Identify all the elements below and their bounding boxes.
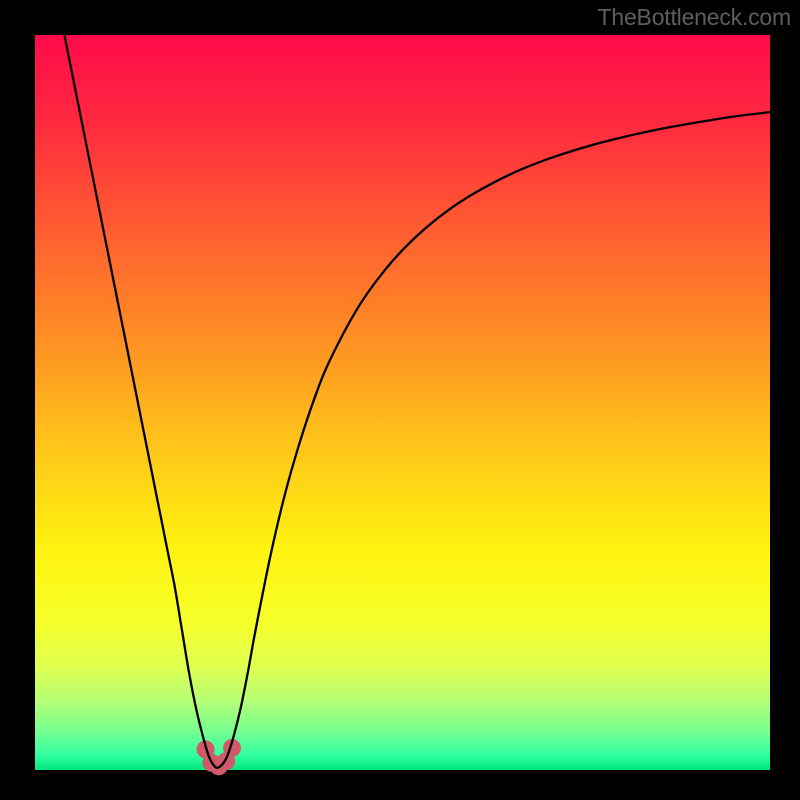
plot-area [35,35,770,770]
chart-container: TheBottleneck.com [0,0,800,800]
bottleneck-chart [0,0,800,800]
